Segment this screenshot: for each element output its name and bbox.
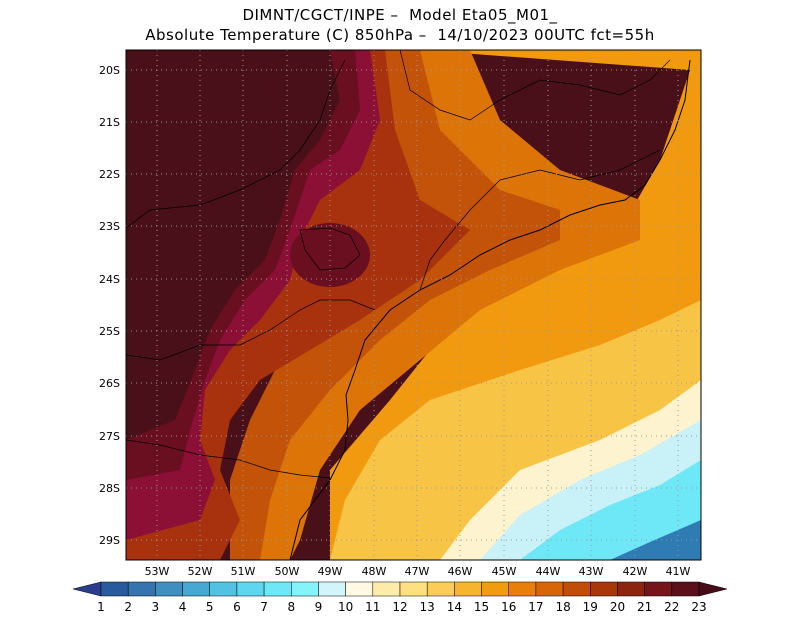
field-band-cyan: [520, 460, 701, 560]
chart-title: DIMNT/CGCT/INPE – Model Eta05_M01_: [242, 6, 558, 24]
colorbar-label: 21: [637, 600, 652, 614]
colorbar-cell: [236, 581, 265, 597]
colorbar-label: 2: [124, 600, 132, 614]
colorbar-label: 6: [233, 600, 241, 614]
lon-label: 43W: [579, 565, 604, 578]
lon-label: 47W: [405, 565, 430, 578]
colorbar-label: 11: [365, 600, 380, 614]
state-border: [126, 299, 376, 361]
lat-label: 28S: [99, 482, 120, 495]
colorbar-cell: [481, 581, 509, 597]
lat-label: 21S: [99, 116, 120, 129]
colorbar-arrow-high: [698, 581, 728, 597]
colorbar-cell: [127, 581, 156, 597]
lat-label: 24S: [99, 273, 120, 286]
chart-subtitle: Absolute Temperature (C) 850hPa – 14/10/…: [145, 26, 655, 44]
colorbar-cell: [291, 581, 319, 597]
colorbar-label: 12: [392, 600, 407, 614]
colorbar-label: 14: [447, 600, 462, 614]
colorbar-cell: [562, 581, 591, 597]
colorbar-label: 18: [555, 600, 570, 614]
colorbar-cell: [372, 581, 401, 597]
lat-label: 20S: [99, 64, 120, 77]
state-border: [399, 50, 671, 121]
lon-label: 52W: [188, 565, 213, 578]
colorbar-cell: [535, 581, 564, 597]
colorbar-label: 9: [315, 600, 323, 614]
colorbar-cell: [263, 581, 292, 597]
map-frame: [125, 49, 702, 561]
colorbar-cell: [209, 581, 238, 597]
colorbar-label: 1: [97, 600, 105, 614]
state-border: [299, 227, 361, 271]
colorbar-cell: [399, 581, 428, 597]
colorbar-label: 5: [206, 600, 214, 614]
field-band-max: [126, 50, 340, 440]
colorbar-label: 22: [664, 600, 679, 614]
colorbar-arrow-low: [72, 581, 102, 597]
colorbar-cell: [345, 581, 374, 597]
lon-label: 50W: [275, 565, 300, 578]
colorbar-cell: [590, 581, 618, 597]
lat-label: 23S: [99, 220, 120, 233]
colorbar-cell: [100, 581, 129, 597]
colorbar-label: 3: [152, 600, 160, 614]
colorbar-label: 13: [420, 600, 435, 614]
latitude-labels: 20S 21S 22S 23S 24S 25S 26S 27S 28S 29S: [99, 64, 120, 547]
colorbar-cell: [155, 581, 183, 597]
coastline: [289, 59, 691, 560]
colorbar-label: 16: [501, 600, 516, 614]
colorbar-label: 17: [528, 600, 543, 614]
colorbar-cell: [508, 581, 537, 597]
field-band-dark-orange-coast: [230, 50, 560, 560]
colorbar-cell: [644, 581, 673, 597]
colorbar-label: 7: [260, 600, 268, 614]
lon-label: 41W: [666, 565, 691, 578]
lat-label: 25S: [99, 325, 120, 338]
colorbar-cell: [617, 581, 645, 597]
lat-label: 26S: [99, 377, 120, 390]
lat-label: 27S: [99, 430, 120, 443]
colorbar-label: 15: [474, 600, 489, 614]
colorbar-label: 4: [179, 600, 187, 614]
state-border: [419, 149, 661, 291]
lat-label: 29S: [99, 534, 120, 547]
lat-label: 22S: [99, 168, 120, 181]
state-border: [126, 439, 331, 479]
colorbar-label: 8: [287, 600, 295, 614]
lon-label: 46W: [448, 565, 473, 578]
field-band-orange-coast: [240, 50, 640, 560]
colorbar-cell: [671, 581, 700, 597]
lon-label: 51W: [231, 565, 256, 578]
field-layer: [126, 50, 701, 560]
lon-label: 49W: [318, 565, 343, 578]
colorbar-cell: [426, 581, 455, 597]
lon-label: 45W: [492, 565, 517, 578]
longitude-labels: 53W 52W 51W 50W 49W 48W 47W 46W 45W 44W 43W 42W 41W: [145, 565, 691, 578]
lon-label: 42W: [623, 565, 648, 578]
colorbar-label: 10: [338, 600, 353, 614]
lon-label: 44W: [536, 565, 561, 578]
state-border: [126, 59, 346, 229]
lon-label: 53W: [145, 565, 170, 578]
lon-label: 48W: [362, 565, 387, 578]
colorbar-cell: [182, 581, 210, 597]
lat-lon-grid: [126, 50, 701, 560]
colorbar-label: 20: [610, 600, 625, 614]
colorbar-cell: [454, 581, 482, 597]
colorbar-label: 19: [583, 600, 598, 614]
colorbar-label: 23: [691, 600, 706, 614]
colorbar-cell: [318, 581, 346, 597]
